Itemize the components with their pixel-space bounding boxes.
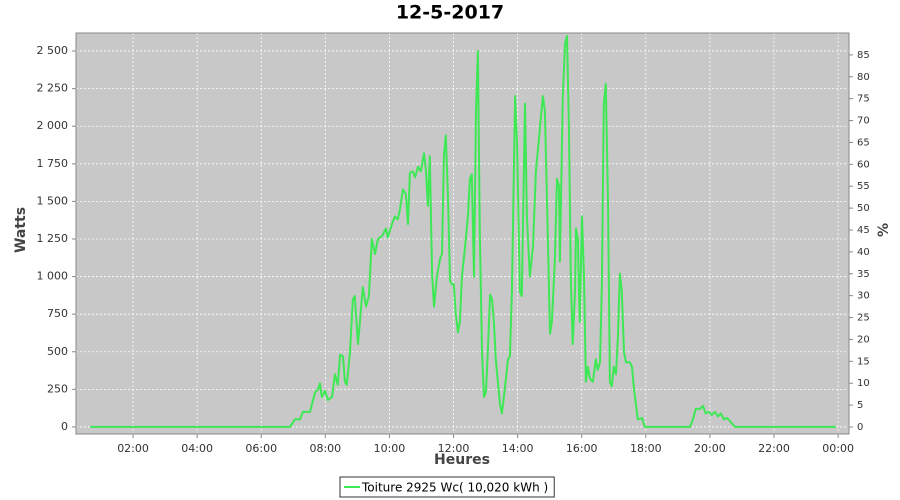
x-tick-label: 18:00 xyxy=(630,442,662,455)
x-axis-title: Heures xyxy=(434,452,490,468)
y2-tick-label: 65 xyxy=(857,137,870,148)
series-line xyxy=(90,35,836,428)
y2-axis-title: % xyxy=(876,223,892,237)
y-tick-label: 1 250 xyxy=(37,232,69,245)
x-tick-label: 12:00 xyxy=(438,442,470,455)
y-tick-label: 750 xyxy=(47,307,68,320)
plot-area xyxy=(76,33,849,434)
y-tick-label: 2 250 xyxy=(37,82,69,95)
y2-tick-label: 30 xyxy=(857,291,870,302)
y-axis-title: Watts xyxy=(13,207,29,253)
legend-label: Toiture 2925 Wc( 10,020 kWh ) xyxy=(361,481,548,495)
x-tick-label: 16:00 xyxy=(566,442,598,455)
y2-tick-label: 55 xyxy=(857,181,870,192)
x-tick-label: 22:00 xyxy=(758,442,790,455)
y2-tick-label: 5 xyxy=(857,400,863,411)
y-tick-label: 2 500 xyxy=(37,44,69,57)
y2-tick-label: 85 xyxy=(857,50,870,61)
y-tick-label: 2 000 xyxy=(37,119,69,132)
x-tick-label: 04:00 xyxy=(181,442,213,455)
y2-tick-label: 60 xyxy=(857,159,870,170)
y2-tick-label: 15 xyxy=(857,356,870,367)
y2-tick-label: 75 xyxy=(857,94,870,105)
x-tick-label: 14:00 xyxy=(502,442,534,455)
x-tick-label: 10:00 xyxy=(374,442,406,455)
y2-tick-label: 20 xyxy=(857,334,870,345)
x-tick-label: 00:00 xyxy=(822,442,854,455)
y2-tick-label: 50 xyxy=(857,203,870,214)
y-tick-label: 500 xyxy=(47,345,68,358)
plot-border xyxy=(75,32,850,435)
y2-tick-label: 70 xyxy=(857,116,870,127)
y2-tick-label: 0 xyxy=(857,422,863,433)
y2-tick-label: 35 xyxy=(857,269,870,280)
y-tick-label: 250 xyxy=(47,382,68,395)
x-tick-label: 08:00 xyxy=(309,442,341,455)
legend: Toiture 2925 Wc( 10,020 kWh ) xyxy=(339,476,555,498)
x-tick-label: 20:00 xyxy=(694,442,726,455)
y2-tick-label: 80 xyxy=(857,72,870,83)
y-tick-label: 0 xyxy=(61,420,68,433)
y-tick-label: 1 750 xyxy=(37,157,69,170)
y2-tick-label: 40 xyxy=(857,247,870,258)
y2-tick-label: 25 xyxy=(857,313,870,324)
x-tick-label: 02:00 xyxy=(117,442,149,455)
y2-tick-label: 10 xyxy=(857,378,870,389)
legend-box xyxy=(339,476,555,498)
x-tick-label: 06:00 xyxy=(245,442,277,455)
y2-tick-label: 45 xyxy=(857,225,870,236)
chart-title: 12-5-2017 xyxy=(396,2,504,24)
y-tick-label: 1 000 xyxy=(37,270,69,283)
y-tick-label: 1 500 xyxy=(37,194,69,207)
